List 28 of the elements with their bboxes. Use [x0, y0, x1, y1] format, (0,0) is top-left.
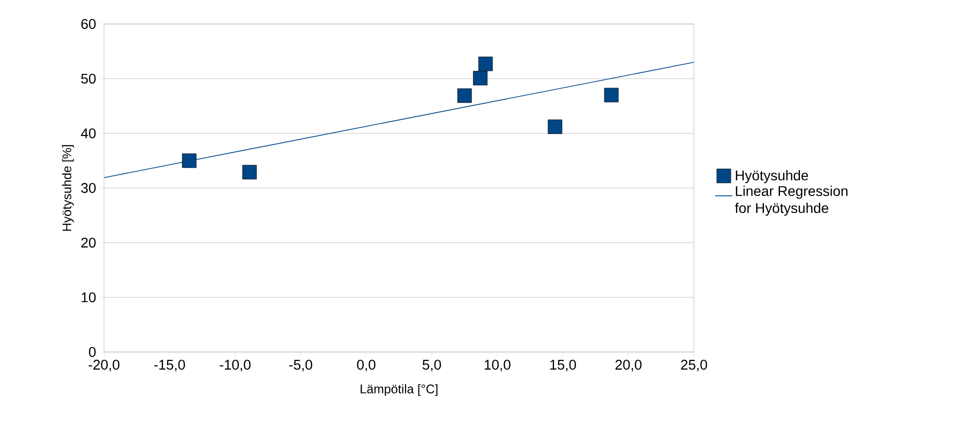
point — [548, 120, 562, 134]
y-tick-label: 0 — [88, 347, 96, 357]
x-tick-label: 0,0 — [357, 360, 376, 372]
x-tick-label: 15,0 — [550, 360, 576, 372]
x-axis-title: Lämpötila [°C] — [360, 384, 438, 396]
x-tick-label: 5,0 — [422, 360, 441, 372]
x-tick-label: -5,0 — [289, 360, 312, 372]
y-tick-label: 20 — [81, 238, 96, 248]
x-tick-label: 20,0 — [616, 360, 642, 372]
point — [457, 88, 472, 103]
point — [478, 56, 493, 72]
point — [242, 164, 257, 180]
legend-label: Linear Regression for Hyötysuhde — [734, 186, 848, 216]
x-tick-label: -10,0 — [220, 360, 251, 372]
point — [604, 88, 619, 102]
y-axis-title: Hyötysuhde [%] — [62, 145, 74, 231]
y-tick-label: 60 — [81, 19, 96, 29]
x-tick-label: -15,0 — [154, 360, 185, 372]
y-tick-label: 30 — [81, 183, 96, 193]
x-tick-label: 25,0 — [681, 360, 708, 372]
y-tick-label: 10 — [82, 292, 96, 302]
y-tick-label: 40 — [80, 128, 96, 138]
legend-label: Hyötysuhde — [736, 170, 808, 184]
point — [182, 153, 196, 168]
x-tick-label: -20,0 — [88, 360, 120, 372]
point — [473, 70, 488, 86]
x-tick-label: 10,0 — [484, 360, 510, 372]
y-tick-label: 50 — [81, 74, 96, 84]
